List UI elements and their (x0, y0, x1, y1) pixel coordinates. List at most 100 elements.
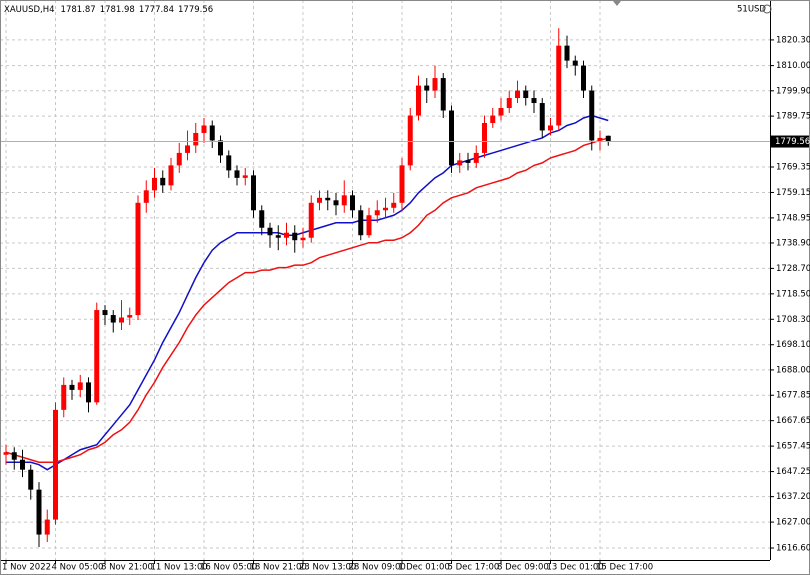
y-tick-label: 1637.20 (776, 492, 810, 502)
candle-body (515, 90, 520, 99)
candle-body (399, 165, 405, 203)
x-tick-label: 1 Dec 01:00 (398, 563, 450, 573)
high: 1781.98 (100, 5, 135, 15)
candle-body (94, 310, 100, 403)
candle-body (358, 210, 364, 236)
candle-body (127, 315, 133, 318)
y-tick-label: 1616.60 (776, 544, 810, 554)
y-tick-label: 1627.00 (776, 518, 810, 528)
candle-body (143, 190, 149, 203)
candle-body (44, 519, 50, 535)
candle-body (110, 315, 116, 323)
candle-body (308, 202, 314, 238)
candle-body (391, 202, 397, 208)
candle-body (317, 197, 322, 203)
x-tick-label: 18 Nov 21:00 (250, 563, 307, 573)
candle-body (61, 384, 67, 410)
candle-body (77, 382, 83, 390)
close-button[interactable] (762, 4, 772, 14)
y-tick-label: 1820.30 (776, 35, 810, 45)
candle-body (267, 227, 273, 236)
candle-body (201, 125, 207, 133)
candle-body (119, 317, 124, 323)
x-tick-label: 8 Dec 09:00 (497, 563, 549, 573)
candle-body (457, 160, 463, 166)
candle-body (209, 125, 215, 141)
candle-body (589, 90, 595, 141)
x-tick-label: 4 Nov 05:00 (52, 563, 104, 573)
candle-body (185, 145, 190, 153)
y-tick-label: 1799.90 (776, 86, 810, 96)
candle-body (416, 85, 421, 116)
y-tick-label: 1728.70 (776, 264, 810, 274)
plot (0, 28, 770, 548)
candle-body (531, 98, 537, 104)
corner-label: 51USD (737, 5, 766, 15)
y-tick-label: 1738.90 (776, 238, 810, 248)
low: 1777.84 (139, 5, 174, 15)
y-tick-label: 1759.15 (776, 188, 810, 198)
candle-body (605, 135, 611, 142)
y-tick-label: 1810.00 (776, 61, 810, 71)
header: XAUUSD,H4 1781.87 1781.98 1777.84 1779.56 (4, 5, 213, 15)
x-tick-label: 13 Dec 01:00 (547, 563, 604, 573)
candle-body (473, 152, 479, 163)
candle-body (135, 202, 141, 316)
x-tick-label: 1 Nov 2022 (2, 563, 51, 573)
y-tick-label: 1677.85 (776, 391, 810, 401)
candle-body (597, 137, 603, 141)
candle-body (218, 140, 223, 156)
candle-body (482, 122, 487, 153)
candle-body (333, 200, 339, 206)
candle-body (284, 232, 289, 238)
candle-body (242, 175, 248, 178)
candle-body (36, 489, 42, 535)
candle-body (292, 232, 298, 241)
candle-body (383, 207, 388, 211)
candle-body (564, 45, 570, 61)
candle-body (69, 384, 75, 390)
y-tick-label: 1647.25 (776, 467, 810, 477)
y-tick-label: 1657.45 (776, 442, 810, 452)
candle-body (449, 110, 454, 166)
y-tick-label: 1667.65 (776, 416, 810, 426)
candle-body (160, 177, 166, 186)
candle-body (506, 98, 512, 109)
candle-body (11, 452, 17, 460)
grid (0, 0, 770, 560)
open: 1781.87 (61, 5, 96, 15)
candle-body (325, 197, 331, 201)
candle-body (259, 210, 265, 228)
x-tick-label: 23 Nov 13:00 (299, 563, 356, 573)
y-tick-label: 1769.35 (776, 163, 810, 173)
y-tick-label: 1698.10 (776, 340, 810, 350)
candle-body (440, 78, 446, 111)
candle-body (226, 155, 232, 171)
candle-body (424, 85, 430, 91)
candle-body (350, 195, 355, 211)
candle-body (152, 177, 157, 191)
symbol: XAUUSD,H4 (4, 5, 55, 15)
current-price-box (771, 135, 809, 148)
candle-body (407, 115, 413, 166)
candle-body (581, 65, 586, 91)
candle-body (490, 115, 496, 123)
candle-body (300, 237, 306, 241)
close: 1779.56 (178, 5, 213, 15)
x-tick-label: 15 Dec 17:00 (596, 563, 653, 573)
x-tick-label: 28 Nov 09:00 (349, 563, 406, 573)
current-price-label: 1779.56 (775, 137, 810, 147)
candle-body (374, 210, 380, 216)
candle-body (556, 45, 562, 126)
candle-body (275, 235, 281, 238)
candle-body (3, 452, 9, 455)
candle-body (523, 90, 529, 99)
axis-labels: 1616.60 1627.00 1637.20 1647.25 1657.45 1667.… (2, 35, 810, 572)
y-tick-label: 1789.75 (776, 112, 810, 122)
x-tick-label: 8 Nov 21:00 (101, 563, 153, 573)
x-tick-label: 5 Dec 17:00 (448, 563, 500, 573)
y-tick-label: 1748.95 (776, 213, 810, 223)
candle-body (366, 215, 372, 236)
candle-body (498, 108, 504, 116)
